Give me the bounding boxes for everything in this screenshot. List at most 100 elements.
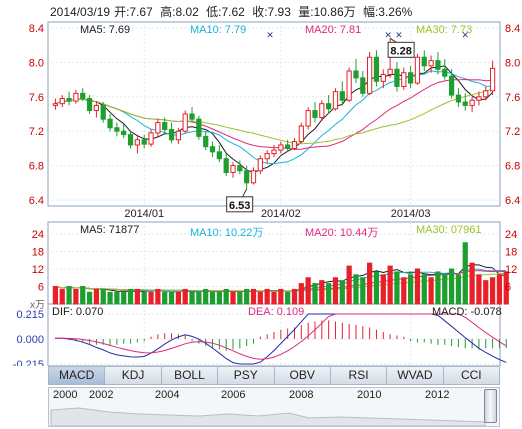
volume-bar (271, 291, 277, 305)
volume-bar (285, 291, 291, 305)
volume-bar (189, 291, 195, 305)
price-ytick-right: 7.2 (505, 126, 520, 138)
candle-body (339, 91, 345, 101)
timeline-year-2010: 2010 (357, 389, 382, 401)
price-ma10-legend: MA10: 7.79 (190, 24, 247, 36)
volume-bar (503, 271, 509, 305)
candle-body (52, 103, 59, 106)
vol-unit-label: x万 (30, 300, 45, 311)
tab-obv[interactable]: OBV (275, 367, 331, 384)
stock-chart[interactable]: 8.4 8.4 8.0 8.0 7.6 7.6 7.2 7.2 6.8 6.8 6.4 6.4 2014… (0, 0, 522, 366)
candle-body (442, 68, 448, 77)
macd-dif-legend: DIF: 0.070 (52, 306, 104, 318)
candle-body (421, 56, 427, 67)
volume-bar (380, 274, 386, 305)
volume-bar (86, 291, 93, 305)
tab-cci[interactable]: CCI (460, 368, 482, 382)
timeline-year-2012: 2012 (425, 389, 450, 401)
tab-rsi[interactable]: RSI (331, 367, 388, 384)
candle-body (223, 158, 229, 173)
event-marker-icon: ✕ (395, 30, 403, 40)
volume-bar (435, 271, 441, 305)
volume-bar (168, 291, 175, 305)
volume-bar (93, 288, 100, 305)
tab-kdj[interactable]: KDJ (105, 367, 162, 384)
candle-body (121, 130, 127, 136)
price-ytick-right: 8.0 (505, 57, 520, 69)
quote-high: 高:8.02 (160, 5, 199, 19)
candle-body (367, 56, 373, 94)
price-xtick: 2014/02 (261, 208, 301, 220)
volume-bar (257, 291, 263, 305)
price-ytick-left: 7.2 (29, 126, 44, 138)
volume-bar (230, 291, 236, 305)
candle-body (455, 94, 462, 103)
candle-body (66, 98, 72, 102)
candle-body (373, 56, 380, 82)
volume-bar (414, 268, 421, 305)
candle-body (250, 170, 257, 184)
candle-body (237, 165, 243, 172)
timeline-year-2008: 2008 (289, 389, 314, 401)
candle-body (182, 113, 188, 132)
low-pointer (242, 188, 248, 198)
price-ytick-left: 6.4 (29, 195, 44, 207)
candle-body (285, 144, 291, 149)
volume-bar (448, 268, 455, 305)
volume-bar (483, 280, 489, 305)
candle-body (462, 101, 468, 106)
volume-bar (209, 291, 216, 305)
event-marker-icon: ✕ (461, 30, 469, 40)
candle-body (209, 146, 216, 153)
volume-bar (250, 288, 257, 305)
volume-bar (442, 274, 448, 305)
volume-bar (367, 262, 373, 305)
volume-bar (326, 283, 332, 305)
volume-bar (346, 265, 352, 305)
timeline-year-2006: 2006 (221, 389, 246, 401)
candle-body (107, 118, 113, 129)
volume-bar (244, 288, 250, 305)
event-marker-icon: ✕ (266, 30, 274, 40)
vol-ma10-legend: MA10: 10.22万 (190, 227, 264, 239)
candle-body (127, 134, 134, 146)
tab-wvad[interactable]: WVAD (387, 367, 444, 384)
volume-bar (162, 291, 168, 305)
candle-body (93, 104, 100, 112)
volume-bar (319, 280, 325, 305)
volume-bar (353, 274, 359, 305)
candle-body (326, 103, 332, 110)
candle-body (134, 139, 141, 146)
candle-body (483, 90, 489, 98)
volume-bar (394, 271, 400, 305)
volume-bar (496, 274, 503, 305)
volume-bar (223, 288, 229, 305)
quote-change: 幅:3.26% (362, 5, 413, 19)
volume-ytick-right: 18 (505, 247, 517, 259)
volume-bar (421, 274, 427, 305)
volume-bar (100, 288, 106, 305)
tab-macd[interactable]: MACD (49, 367, 106, 384)
candle-body (59, 98, 65, 105)
volume-bar (339, 280, 345, 305)
quote-volume: 量:10.86万 (298, 5, 356, 19)
price-xtick: 2014/03 (391, 208, 431, 220)
tab-psy[interactable]: PSY (218, 367, 275, 384)
tab-boll[interactable]: BOLL (162, 367, 219, 384)
volume-ytick-left: 6 (38, 282, 44, 294)
candle-body (244, 170, 250, 184)
timeline-navigator[interactable]: 2000 2002 2004 2006 2008 2010 2012 (48, 387, 500, 427)
ma30-line (55, 88, 493, 145)
candle-body (435, 60, 441, 70)
price-ytick-right: 6.8 (505, 161, 520, 173)
timeline-drag-handle[interactable] (484, 389, 497, 423)
volume-bar (127, 288, 134, 305)
volume-bar (401, 277, 407, 305)
volume-ytick-left: 18 (32, 247, 44, 259)
volume-bar (291, 288, 298, 305)
price-ytick-left: 8.4 (29, 23, 44, 35)
price-ytick-right: 8.4 (505, 23, 520, 35)
candle-body (80, 92, 86, 100)
macd-dea-line (55, 313, 507, 360)
low-annotation-box (226, 196, 254, 213)
